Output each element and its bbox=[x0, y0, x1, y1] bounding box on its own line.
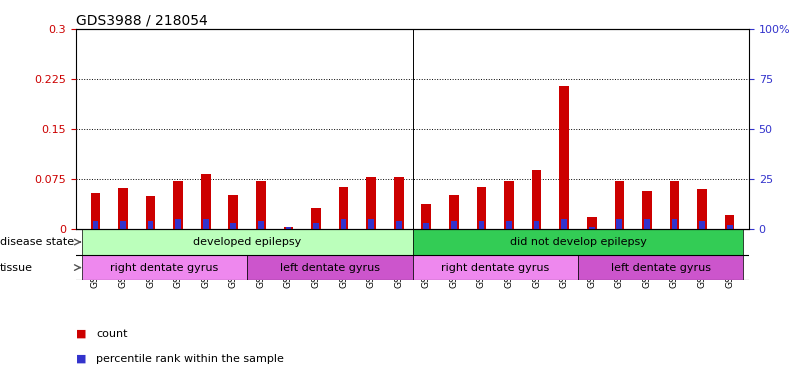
Bar bbox=[670, 180, 679, 229]
Bar bbox=[578, 255, 743, 280]
Text: tissue: tissue bbox=[0, 263, 33, 273]
Bar bbox=[449, 195, 459, 229]
Bar bbox=[559, 86, 569, 229]
Bar bbox=[340, 219, 347, 229]
Bar bbox=[284, 227, 293, 229]
Bar bbox=[311, 208, 321, 229]
Text: disease state: disease state bbox=[0, 237, 74, 247]
Text: count: count bbox=[96, 329, 127, 339]
Bar bbox=[231, 223, 236, 229]
Bar bbox=[614, 180, 624, 229]
Bar bbox=[201, 174, 211, 229]
Bar bbox=[147, 221, 154, 229]
Bar bbox=[477, 187, 486, 229]
Text: did not develop epilepsy: did not develop epilepsy bbox=[509, 237, 646, 247]
Bar bbox=[82, 255, 247, 280]
Text: left dentate gyrus: left dentate gyrus bbox=[610, 263, 710, 273]
Bar bbox=[256, 180, 266, 229]
Bar bbox=[368, 219, 374, 229]
Bar bbox=[203, 218, 208, 229]
Bar bbox=[533, 221, 540, 229]
Bar bbox=[82, 229, 413, 255]
Bar bbox=[285, 227, 292, 229]
Text: right dentate gyrus: right dentate gyrus bbox=[441, 263, 549, 273]
Bar bbox=[366, 177, 376, 229]
Bar bbox=[587, 217, 597, 229]
Bar bbox=[91, 192, 100, 229]
Bar bbox=[396, 220, 401, 229]
Bar bbox=[247, 255, 413, 280]
Text: developed epilepsy: developed epilepsy bbox=[193, 237, 301, 247]
Bar bbox=[313, 223, 319, 229]
Text: percentile rank within the sample: percentile rank within the sample bbox=[96, 354, 284, 364]
Bar bbox=[424, 223, 429, 229]
Bar bbox=[413, 255, 578, 280]
Bar bbox=[644, 219, 650, 229]
Bar bbox=[92, 220, 99, 229]
Bar bbox=[119, 188, 128, 229]
Bar bbox=[173, 180, 183, 229]
Bar bbox=[727, 225, 733, 229]
Bar bbox=[725, 215, 735, 229]
Bar bbox=[339, 187, 348, 229]
Bar bbox=[617, 219, 622, 229]
Bar bbox=[478, 221, 485, 229]
Bar bbox=[504, 180, 514, 229]
Bar bbox=[421, 204, 431, 229]
Bar bbox=[228, 195, 238, 229]
Bar bbox=[642, 190, 652, 229]
Bar bbox=[697, 189, 707, 229]
Bar bbox=[671, 219, 678, 229]
Bar bbox=[175, 219, 181, 229]
Bar bbox=[451, 220, 457, 229]
Bar bbox=[258, 221, 264, 229]
Bar bbox=[562, 219, 567, 229]
Bar bbox=[532, 170, 541, 229]
Text: ■: ■ bbox=[76, 354, 87, 364]
Bar bbox=[413, 229, 743, 255]
Bar bbox=[506, 220, 512, 229]
Bar bbox=[146, 196, 155, 229]
Text: GDS3988 / 218054: GDS3988 / 218054 bbox=[76, 14, 207, 28]
Text: ■: ■ bbox=[76, 329, 87, 339]
Text: left dentate gyrus: left dentate gyrus bbox=[280, 263, 380, 273]
Bar bbox=[394, 177, 404, 229]
Bar bbox=[589, 227, 594, 229]
Bar bbox=[120, 220, 126, 229]
Text: right dentate gyrus: right dentate gyrus bbox=[111, 263, 219, 273]
Bar bbox=[699, 221, 705, 229]
